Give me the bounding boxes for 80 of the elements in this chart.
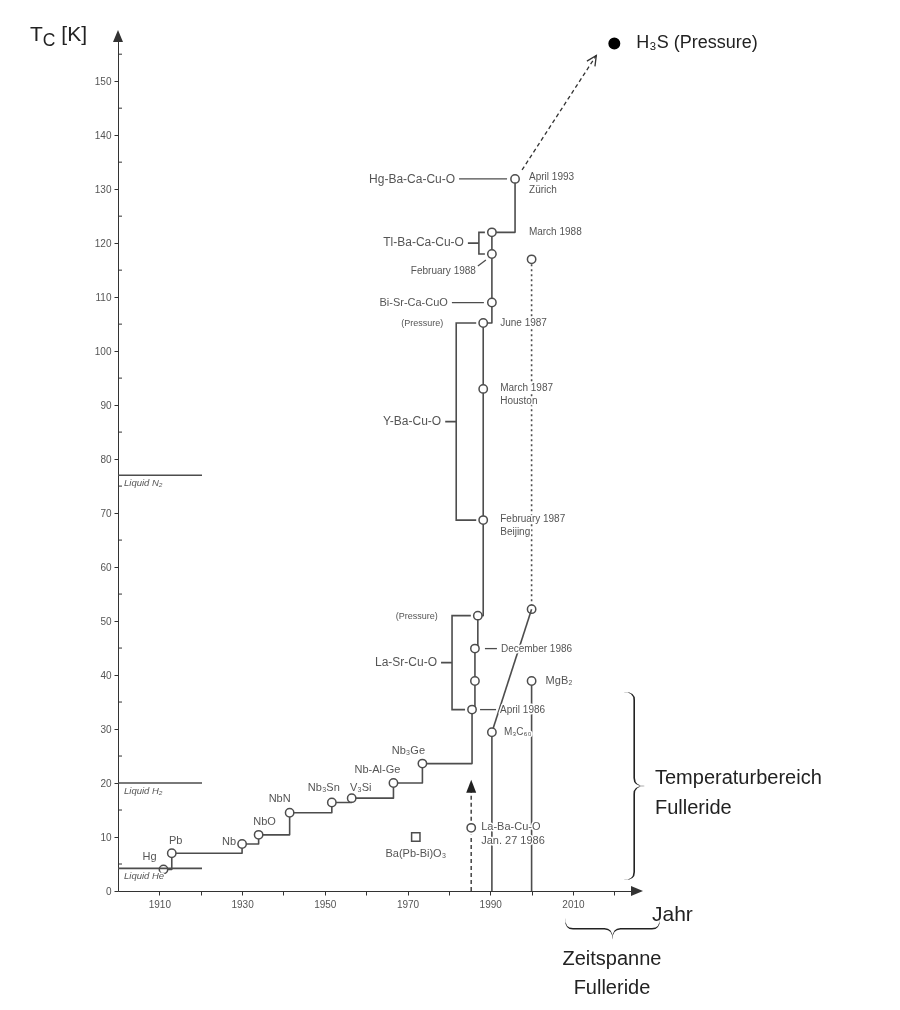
point xyxy=(526,254,537,265)
point xyxy=(510,173,520,184)
annotation: Nb xyxy=(222,835,237,848)
annotation: Hg-Ba-Ca-Cu-O xyxy=(369,171,456,186)
ref-line-label: Liquid He xyxy=(124,870,165,882)
point xyxy=(478,383,489,394)
y-tick-label: 50 xyxy=(100,615,112,627)
annotation: March 1987 Houston xyxy=(500,381,554,406)
point xyxy=(253,829,264,840)
annotation: April 1993 Zürich xyxy=(529,170,575,195)
annotation: June 1987 xyxy=(500,317,548,329)
point xyxy=(472,610,483,621)
y-tick-label: 140 xyxy=(94,129,112,141)
annotation: March 1988 xyxy=(528,226,583,238)
point xyxy=(166,848,177,859)
annotation: Nb₃Sn xyxy=(307,781,340,794)
y-tick-label: 150 xyxy=(94,75,112,87)
point xyxy=(486,727,497,738)
point xyxy=(284,807,295,818)
x-tick-label: 1970 xyxy=(396,898,420,910)
point xyxy=(237,839,248,849)
annotation: (Pressure) xyxy=(395,610,438,621)
y-tick-label: 20 xyxy=(100,777,112,789)
point xyxy=(486,227,497,238)
x-tick-label: 1910 xyxy=(148,898,172,910)
annotation: Hg xyxy=(142,850,157,863)
y-tick-label: 110 xyxy=(95,291,112,303)
annotation: MgB₂ xyxy=(545,673,573,686)
annotation: V₃Si xyxy=(349,781,372,794)
point xyxy=(478,515,489,526)
point xyxy=(608,37,621,50)
annotation: February 1987 Beijing xyxy=(500,513,566,538)
point xyxy=(478,318,489,328)
point xyxy=(388,778,399,788)
y-tick-label: 120 xyxy=(94,237,112,249)
annotation: Nb₃Ge xyxy=(391,743,426,756)
y-tick-label: 80 xyxy=(100,453,112,465)
x-tick-label: 1950 xyxy=(314,898,337,910)
point xyxy=(466,822,477,833)
ref-line-label: Liquid N₂ xyxy=(124,477,163,489)
y-tick-label: 30 xyxy=(100,723,112,735)
point xyxy=(526,676,537,686)
annotation: La-Sr-Cu-O xyxy=(375,654,438,669)
x-axis-title: Jahr xyxy=(652,902,693,926)
y-tick-label: 60 xyxy=(100,561,112,573)
annotation: February 1988 xyxy=(410,264,477,276)
point xyxy=(467,704,477,715)
annotation: Nb-Al-Ge xyxy=(354,763,401,776)
annotation: Pb xyxy=(169,834,183,847)
y-tick-label: 40 xyxy=(100,669,112,681)
point xyxy=(470,676,480,686)
text: Temperaturbereich Fulleride xyxy=(655,766,822,818)
annotation: H₃S (Pressure) xyxy=(636,32,758,53)
point xyxy=(346,793,357,804)
text: Zeitspanne Fulleride xyxy=(562,947,662,998)
y-tick-label: 100 xyxy=(94,345,112,357)
point xyxy=(326,797,337,808)
y-axis-title: T$_{C}$ [K] xyxy=(30,22,87,52)
annotation: M₃C₆₀ xyxy=(503,726,532,738)
y-tick-label: 90 xyxy=(100,399,112,411)
y-tick-label: 0 xyxy=(105,885,112,897)
annotation: Y-Ba-Cu-O xyxy=(382,413,442,428)
ref-line-label: Liquid H₂ xyxy=(124,785,163,797)
point xyxy=(486,297,497,308)
y-tick-label: 10 xyxy=(100,831,112,843)
annotation: Ba(Pb-Bi)O₃ xyxy=(385,847,447,860)
point xyxy=(470,643,480,654)
annotation: Tl-Ba-Ca-Cu-O xyxy=(383,235,464,250)
x-tick-label: 2010 xyxy=(562,898,586,910)
y-tick-label: 70 xyxy=(100,507,112,519)
point xyxy=(486,249,497,259)
annotation: (Pressure) xyxy=(401,318,444,329)
x-tick-label: 1990 xyxy=(479,898,503,910)
point xyxy=(417,758,428,769)
point xyxy=(410,832,421,842)
annotation: Bi-Sr-Ca-CuO xyxy=(379,295,449,308)
annotation: NbN xyxy=(268,791,291,804)
annotation: NbO xyxy=(253,814,277,827)
y-tick-label: 130 xyxy=(94,183,112,195)
x-tick-label: 1930 xyxy=(231,898,255,910)
